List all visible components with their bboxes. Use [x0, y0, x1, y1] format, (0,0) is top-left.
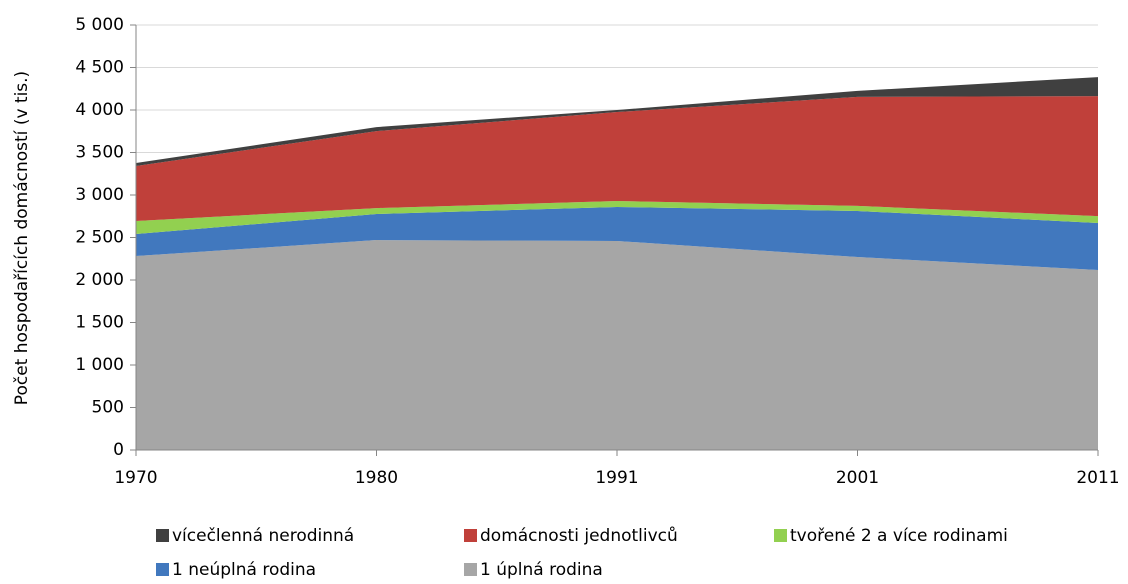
legend-label: tvořené 2 a více rodinami	[790, 526, 1008, 546]
y-tick-label: 500	[92, 398, 124, 418]
area	[136, 96, 1098, 222]
x-tick-label: 1980	[355, 468, 398, 488]
x-tick-label: 1991	[595, 468, 638, 488]
y-tick-label: 0	[113, 440, 124, 460]
y-axis-title: Počet hospodařících domácností (v tis.)	[12, 71, 32, 405]
y-tick-label: 2 000	[75, 270, 124, 290]
y-tick-label: 4 000	[75, 100, 124, 120]
area	[136, 201, 1098, 235]
legend-label: vícečlenná nerodinná	[172, 526, 354, 546]
legend-label: domácnosti jednotlivců	[480, 526, 678, 546]
legend-swatch	[464, 563, 477, 576]
y-tick-label: 5 000	[75, 15, 124, 35]
area	[136, 77, 1098, 167]
legend-swatch	[156, 563, 169, 576]
x-tick-label: 1970	[114, 468, 157, 488]
y-tick-label: 3 500	[75, 143, 124, 163]
area	[136, 240, 1098, 450]
y-tick-label: 4 500	[75, 58, 124, 78]
y-tick-label: 1 000	[75, 355, 124, 375]
y-tick-label: 1 500	[75, 313, 124, 333]
legend-swatch	[774, 529, 787, 542]
legend-swatch	[156, 529, 169, 542]
y-tick-label: 2 500	[75, 228, 124, 248]
legend-swatch	[464, 529, 477, 542]
legend-label: 1 úplná rodina	[480, 560, 603, 580]
y-tick-label: 3 000	[75, 185, 124, 205]
x-tick-label: 2001	[836, 468, 879, 488]
x-tick-label: 2011	[1076, 468, 1119, 488]
legend-label: 1 neúplná rodina	[172, 560, 316, 580]
area	[136, 206, 1098, 270]
